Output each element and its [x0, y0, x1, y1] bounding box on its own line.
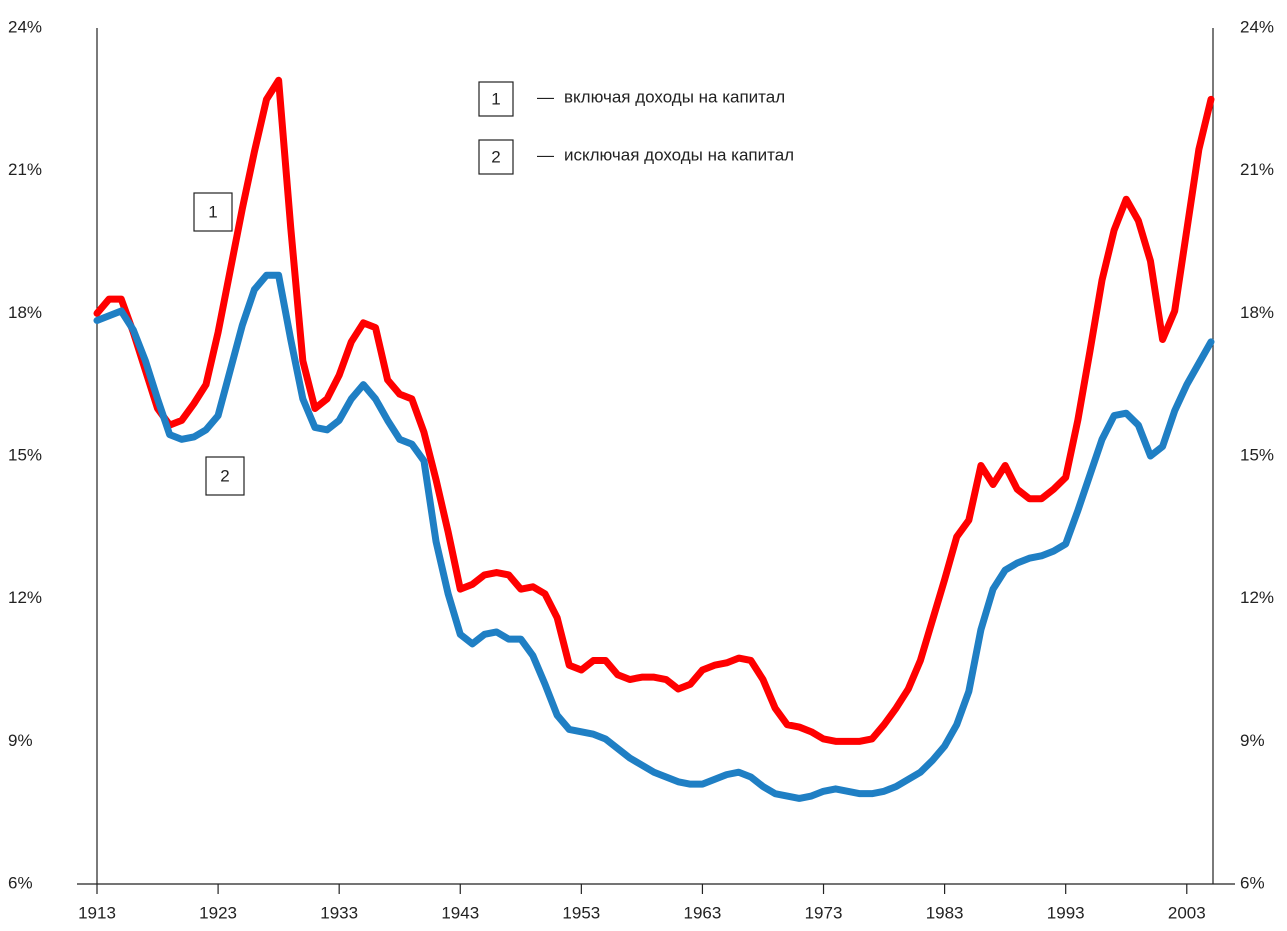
legend-dash: — — [537, 145, 554, 164]
legend-box — [478, 139, 514, 175]
y-tick-label: 12% — [8, 588, 42, 607]
legend-box — [478, 81, 514, 117]
legend-dash: — — [537, 87, 554, 106]
x-tick-label: 2003 — [1168, 903, 1206, 922]
y2-tick-label: 18% — [1240, 303, 1274, 322]
y2-tick-label: 15% — [1240, 445, 1274, 464]
annotation: 2 — [220, 466, 229, 485]
x-tick-label: 1993 — [1047, 903, 1085, 922]
legend-number: 1 — [491, 89, 500, 108]
legend-label: включая доходы на капитал — [564, 87, 785, 106]
annotation-box — [205, 456, 245, 496]
y2-tick-label: 24% — [1240, 17, 1274, 36]
x-tick-label: 1963 — [684, 903, 722, 922]
y2-tick-label: 9% — [1240, 731, 1265, 750]
series-line — [93, 271, 1215, 802]
y-tick-label: 24% — [8, 17, 42, 36]
y-tick-label: 6% — [8, 873, 33, 892]
series-line — [93, 76, 1215, 745]
y2-tick-label: 12% — [1240, 588, 1274, 607]
legend: 1 — включая доходы на капитал 2 — исключ… — [478, 81, 794, 175]
y2-tick-label: 21% — [1240, 160, 1274, 179]
legend-label: исключая доходы на капитал — [564, 145, 794, 164]
y-tick-label: 9% — [8, 731, 33, 750]
x-tick-label: 1973 — [805, 903, 843, 922]
annotation-box — [193, 192, 233, 232]
y-tick-label: 21% — [8, 160, 42, 179]
y2-tick-label: 6% — [1240, 873, 1265, 892]
y-tick-label: 15% — [8, 445, 42, 464]
x-tick-label: 1913 — [78, 903, 116, 922]
y-tick-label: 18% — [8, 303, 42, 322]
x-tick-label: 1933 — [320, 903, 358, 922]
annotation: 1 — [208, 202, 217, 221]
x-tick-label: 1953 — [562, 903, 600, 922]
x-tick-label: 1923 — [199, 903, 237, 922]
x-tick-label: 1943 — [441, 903, 479, 922]
legend-number: 2 — [491, 147, 500, 166]
x-tick-label: 1983 — [926, 903, 964, 922]
